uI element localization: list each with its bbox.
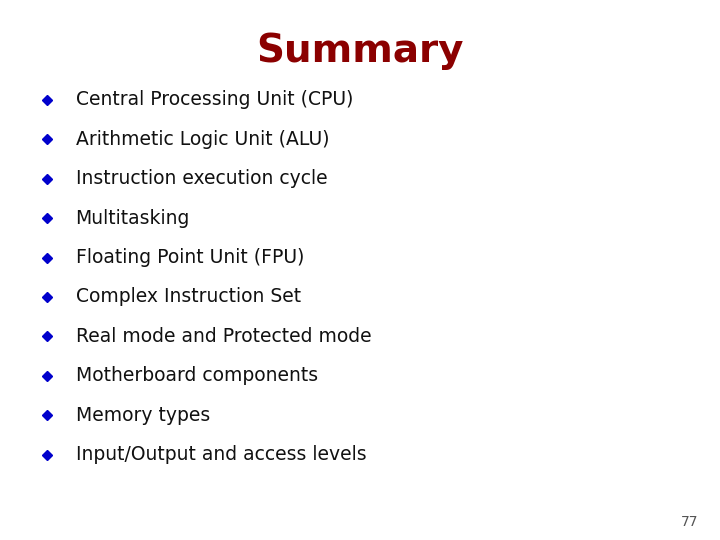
Text: Multitasking: Multitasking [76, 208, 190, 228]
Text: Floating Point Unit (FPU): Floating Point Unit (FPU) [76, 248, 304, 267]
Text: Input/Output and access levels: Input/Output and access levels [76, 445, 366, 464]
Text: Complex Instruction Set: Complex Instruction Set [76, 287, 301, 307]
Text: Instruction execution cycle: Instruction execution cycle [76, 169, 327, 188]
Text: Memory types: Memory types [76, 406, 210, 425]
Text: 77: 77 [681, 515, 698, 529]
Text: Summary: Summary [256, 32, 464, 70]
Text: Motherboard components: Motherboard components [76, 366, 318, 386]
Text: Arithmetic Logic Unit (ALU): Arithmetic Logic Unit (ALU) [76, 130, 329, 149]
Text: Central Processing Unit (CPU): Central Processing Unit (CPU) [76, 90, 353, 110]
Text: Real mode and Protected mode: Real mode and Protected mode [76, 327, 372, 346]
